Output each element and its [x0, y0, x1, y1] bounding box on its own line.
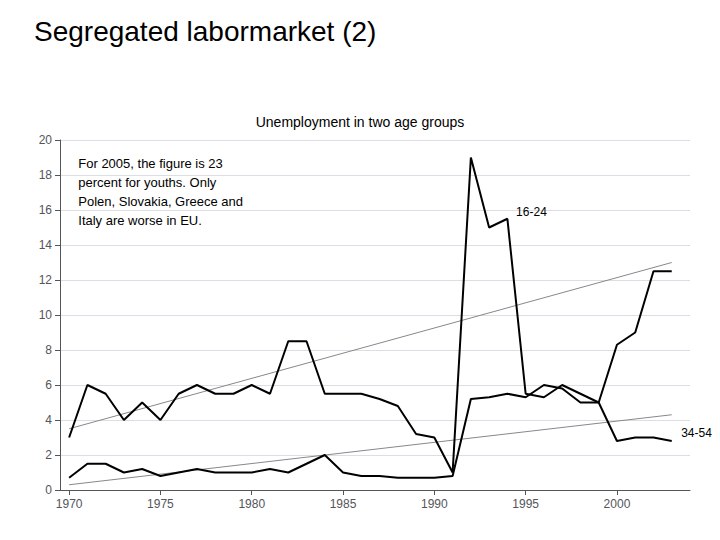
svg-text:1985: 1985	[330, 497, 357, 511]
svg-text:Segregated labormarket (2): Segregated labormarket (2)	[34, 16, 376, 47]
svg-text:1970: 1970	[56, 497, 83, 511]
svg-text:1995: 1995	[512, 497, 539, 511]
svg-text:percent for youths. Only: percent for youths. Only	[78, 175, 217, 190]
svg-text:2: 2	[45, 448, 52, 462]
svg-text:For 2005, the figure is 23: For 2005, the figure is 23	[78, 156, 223, 171]
svg-text:2000: 2000	[604, 497, 631, 511]
svg-text:8: 8	[45, 343, 52, 357]
svg-text:18: 18	[39, 168, 53, 182]
svg-text:Unemployment in two age groups: Unemployment in two age groups	[256, 114, 465, 130]
svg-text:6: 6	[45, 378, 52, 392]
svg-text:16-24: 16-24	[516, 205, 547, 219]
svg-text:Italy are worse in EU.: Italy are worse in EU.	[78, 213, 202, 228]
svg-text:1980: 1980	[238, 497, 265, 511]
svg-text:12: 12	[39, 273, 53, 287]
svg-text:Polen, Slovakia, Greece and: Polen, Slovakia, Greece and	[78, 194, 243, 209]
svg-text:20: 20	[39, 133, 53, 147]
svg-text:34-54: 34-54	[681, 426, 712, 440]
svg-text:1990: 1990	[421, 497, 448, 511]
svg-text:0: 0	[45, 483, 52, 497]
svg-text:14: 14	[39, 238, 53, 252]
svg-text:4: 4	[45, 413, 52, 427]
svg-text:10: 10	[39, 308, 53, 322]
svg-text:1975: 1975	[147, 497, 174, 511]
svg-text:16: 16	[39, 203, 53, 217]
